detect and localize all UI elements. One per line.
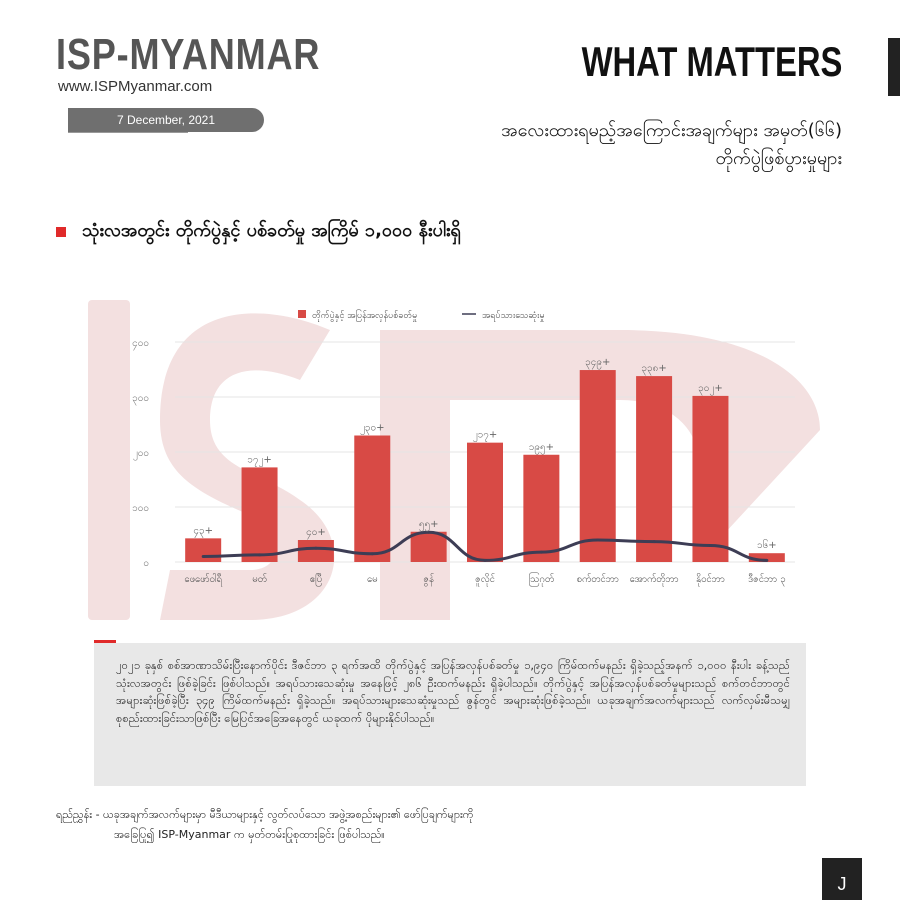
bar-value-label: ၁၆+ <box>757 538 777 551</box>
date-badge: 7 December, 2021 <box>68 108 264 132</box>
y-tick-label: ၄၀၀ <box>132 338 149 351</box>
brand-logo-text: ISP-MYANMAR <box>56 30 321 79</box>
bar-layer <box>185 370 785 562</box>
bar-value-label: ၅၅+ <box>419 519 439 532</box>
bar-value-label: ၂၃၀+ <box>360 423 385 436</box>
bar-value-label: ၁၇၂+ <box>247 454 272 467</box>
x-tick-label: ဩဂုတ် <box>529 573 555 586</box>
bar <box>241 467 278 562</box>
watermark-stem <box>88 300 130 620</box>
x-tick-label: မတ် <box>252 574 267 585</box>
x-tick-label: ဇူလိုင် <box>475 574 495 586</box>
line-layer <box>201 530 769 562</box>
source-line-2: အခြေပြု၍ ISP-Myanmar က မှတ်တမ်းပြုစုထားခ… <box>114 828 385 841</box>
bar <box>410 531 447 562</box>
bar <box>523 454 560 562</box>
section-bullet <box>56 227 66 237</box>
page-marker: J <box>822 858 862 900</box>
summary-note-box: ၂၀၂၁ ခုနှစ် စစ်အာဏာသိမ်းပြီးနောက်ပိုင်း … <box>94 643 806 786</box>
line-point <box>201 555 205 558</box>
bar-value-label: ၂၁၇+ <box>473 430 498 443</box>
x-tick-label: ဒီဇင်ဘာ ၃ <box>748 574 785 586</box>
bar <box>185 538 222 562</box>
bar <box>579 370 616 562</box>
corner-tab <box>888 38 900 96</box>
date-divider <box>68 132 188 133</box>
x-tick-label: မေ <box>367 574 378 585</box>
line-point <box>314 546 318 550</box>
note-accent-bar <box>94 640 116 643</box>
bar <box>636 376 673 562</box>
x-tick-label: နိုဝင်ဘာ <box>696 574 725 586</box>
bar-value-label: ၄၀+ <box>306 527 326 540</box>
line-point <box>708 544 712 547</box>
chart-legend: တိုက်ပွဲနှင့် အပြန်အလှန်ပစ်ခတ်မှု အရပ်သာ… <box>298 309 545 322</box>
legend-bar-swatch <box>298 310 306 318</box>
bar-value-label: ၃၃၈+ <box>641 363 666 376</box>
x-tick-label: ဖေဖော်ဝါရီ <box>184 574 222 586</box>
legend-line-label: အရပ်သားသေဆုံးမှု <box>482 310 545 322</box>
legend-bar-label: တိုက်ပွဲနှင့် အပြန်အလှန်ပစ်ခတ်မှု <box>312 309 417 322</box>
line-point <box>370 552 374 556</box>
topic-subtitle: တိုက်ပွဲဖြစ်ပွားမှုများ <box>715 148 842 169</box>
line-point <box>483 558 487 562</box>
bar <box>748 553 785 562</box>
summary-note-text: ၂၀၂၁ ခုနှစ် စစ်အာဏာသိမ်းပြီးနောက်ပိုင်း … <box>116 658 790 726</box>
y-tick-label: ၀ <box>143 558 149 569</box>
line-point <box>427 530 431 534</box>
website-url[interactable]: www.ISPMyanmar.com <box>58 78 213 95</box>
line-point <box>539 550 543 554</box>
page-title: WHAT MATTERS <box>581 38 842 85</box>
bar <box>467 442 503 562</box>
line-point <box>596 538 600 542</box>
y-tick-label: ၂၀၀ <box>133 448 149 461</box>
x-tick-label: ဧပြီ <box>310 574 322 586</box>
watermark-s <box>160 313 335 620</box>
bar-value-label: ၃၀၂+ <box>698 383 723 396</box>
bar <box>297 540 334 562</box>
bar <box>692 395 729 562</box>
bar <box>354 435 391 562</box>
line-point <box>258 553 262 557</box>
x-tick-label: အောက်တိုဘာ <box>630 574 679 586</box>
y-tick-label: ၃၀၀ <box>132 393 149 406</box>
issue-subtitle: အလေးထားရမည့်အကြောင်းအချက်များ အမှတ်(၆၆) <box>501 120 842 141</box>
bar-value-label: ၄၃+ <box>193 525 213 538</box>
bar-value-label: ၁၉၅+ <box>529 442 554 455</box>
y-tick-label: ၁၀၀ <box>132 503 149 514</box>
x-tick-label: စက်တင်ဘာ <box>577 574 619 585</box>
x-tick-label: ဇွန် <box>423 574 434 586</box>
section-title: သုံးလအတွင်း တိုက်ပွဲနှင့် ပစ်ခတ်မှု အကြိ… <box>82 220 461 241</box>
source-line-1: ရည်ညွှန်း - ယခုအချက်အလက်များမှာ မီဒီယာမျ… <box>56 808 474 821</box>
line-point <box>765 558 769 562</box>
line-point <box>652 540 656 544</box>
bar-value-label: ၃၄၉+ <box>585 357 610 370</box>
